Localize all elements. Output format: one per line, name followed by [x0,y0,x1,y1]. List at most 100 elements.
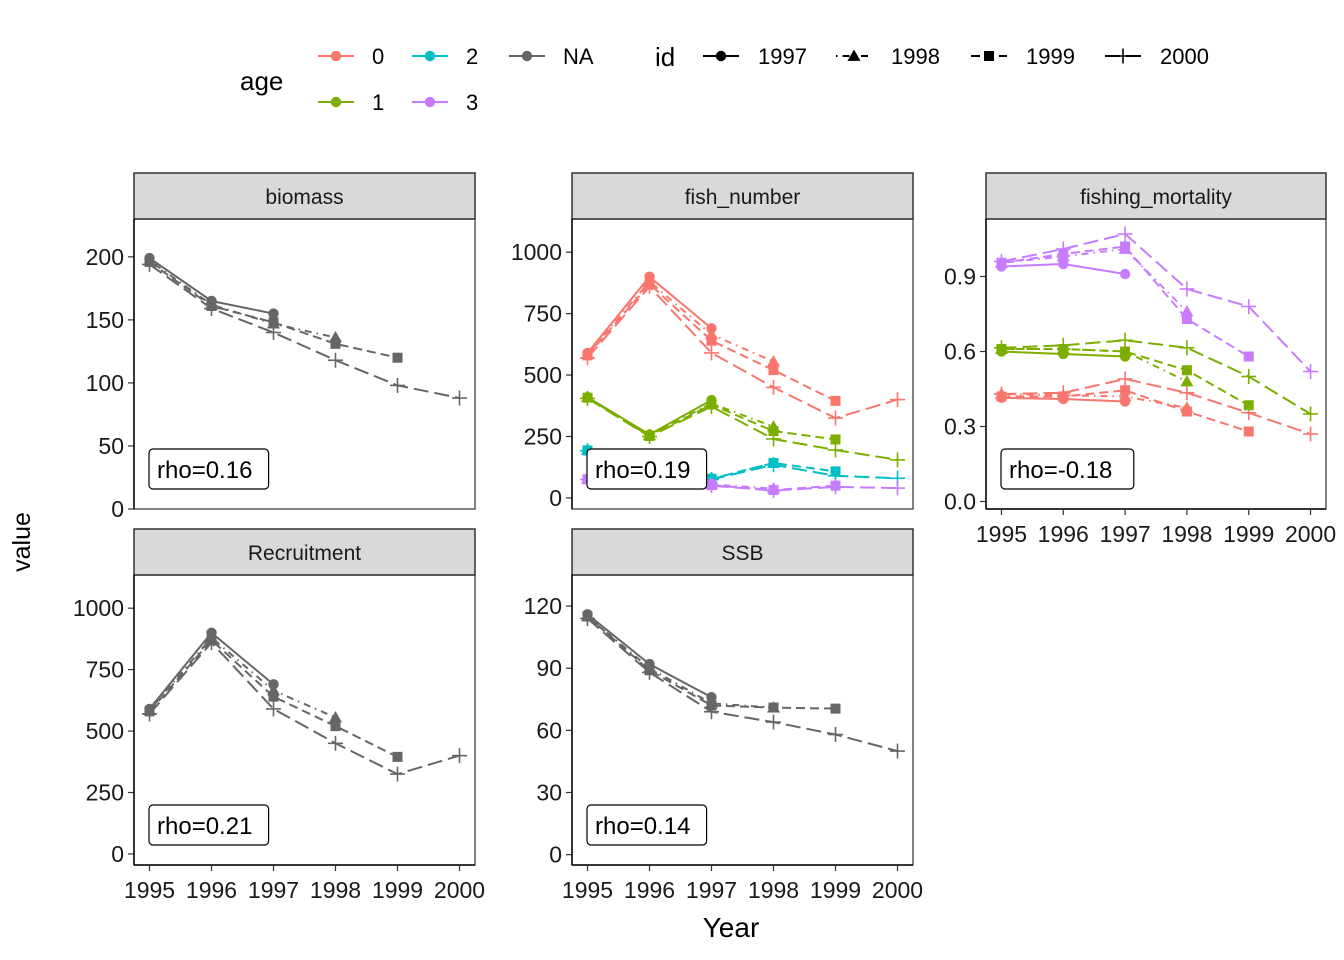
strip-label: biomass [265,186,343,209]
data-point [993,340,1009,356]
panel-Recruitment: Recruitment 0 250 500 750 1000 1995 1996 1997 199… [73,528,485,903]
data-point [330,721,341,732]
series-age-0-id-1999 [582,279,841,406]
data-point [830,703,841,714]
data-point [1120,346,1131,357]
series-line [586,615,774,709]
data-point [580,611,595,626]
strip-background [133,528,476,576]
series-line [1001,245,1250,358]
series-line [586,396,774,437]
legend-id-marker [715,50,727,62]
data-point [1179,340,1195,356]
rho-label: rho=0.19 [595,457,690,484]
y-tick-label: 0 [111,496,124,522]
legend-id-marker [847,49,861,61]
panel-SSB: SSB 0 30 60 90 120 1995 1996 1997 1998 1999 2000 rho… [524,528,923,903]
series-line [1001,232,1312,373]
data-point [993,386,1009,402]
legend-id-marker [1115,48,1131,64]
x-tick-label: 1997 [1100,521,1151,547]
data-point [1303,426,1319,442]
rho-label-box [148,448,270,490]
data-point [268,317,279,328]
series-age-3-id-2000 [993,226,1319,379]
data-point [828,410,843,426]
legend-age-point [330,96,342,108]
x-tick-label: 1996 [186,877,237,903]
data-point [1241,299,1257,314]
data-point [766,483,781,499]
data-point [830,395,841,406]
series-age-NA-id-1999 [144,635,403,762]
data-point [1243,426,1254,437]
y-tick-label: 500 [86,718,124,744]
data-point [768,365,779,376]
strip-background [571,528,914,576]
series-age-0-id-2000 [580,279,905,426]
legend: age 0 1 2 3 NA id 1997 1998 1999 2000 [240,42,1209,115]
y-tick-label: 120 [524,593,562,619]
strip-label: Recruitment [248,542,361,565]
data-point [706,335,717,346]
legend-age-point [424,50,436,62]
series-line [586,282,836,402]
data-point [392,751,403,762]
data-point [204,301,219,317]
data-point [1303,406,1319,422]
data-point [766,431,781,447]
rho-label: rho=-0.18 [1009,457,1112,484]
series-age-3-id-1997 [996,258,1131,280]
legend-id-key-1997 [703,50,739,62]
series-age-1-id-2000 [993,332,1319,422]
series-line [1001,339,1312,415]
data-point [142,256,157,272]
data-point [768,702,779,713]
strip-label: fish_number [685,186,801,209]
data-point [890,743,905,759]
legend-age-title: age [240,66,283,96]
data-point [1117,332,1133,348]
strip-background [571,172,914,220]
legend-id-label: 1999 [1026,44,1075,69]
x-tick-label: 1999 [1223,521,1274,547]
series-age-3-id-1998 [994,242,1194,317]
data-point [767,355,780,367]
y-tick-label: 0.3 [944,414,976,440]
data-point [329,711,342,723]
series-line [586,280,774,363]
data-point [766,714,781,730]
y-tick-label: 200 [86,244,124,270]
data-point [993,254,1009,269]
data-point [266,701,281,717]
rho-label-box [586,448,708,490]
series-age-1-id-1998 [994,342,1194,387]
rho-label-box [586,804,708,846]
series-line [148,641,460,776]
legend-age-point [424,96,436,108]
series-age-NA-id-2000 [580,611,905,759]
y-tick-label: 30 [536,780,562,806]
panel-fishing_mortality: fishing_mortality 0.0 0.3 0.6 0.9 1995 1996 199… [944,172,1336,547]
data-point [1180,305,1194,317]
data-point [704,704,719,720]
legend-age-label: 2 [466,44,478,69]
rho-label-box [148,804,270,846]
x-tick-label: 1998 [1161,521,1212,547]
data-point [204,635,219,651]
legend-id-key-1999 [971,51,1007,61]
facet-panels: biomass 0 50 100 150 200 rho=0.16 fish_number 0 2… [73,172,1336,903]
x-tick-label: 2000 [1285,521,1336,547]
data-point [1181,365,1192,376]
series-line [586,617,898,753]
data-point [1179,385,1195,401]
data-point [328,352,343,368]
x-tick-label: 1998 [748,877,799,903]
x-tick-label: 1995 [124,877,175,903]
data-point [830,434,841,445]
rho-label-box [1000,448,1135,490]
legend-id-marker [984,51,994,61]
data-point [642,429,657,444]
y-tick-label: 1000 [73,595,124,621]
